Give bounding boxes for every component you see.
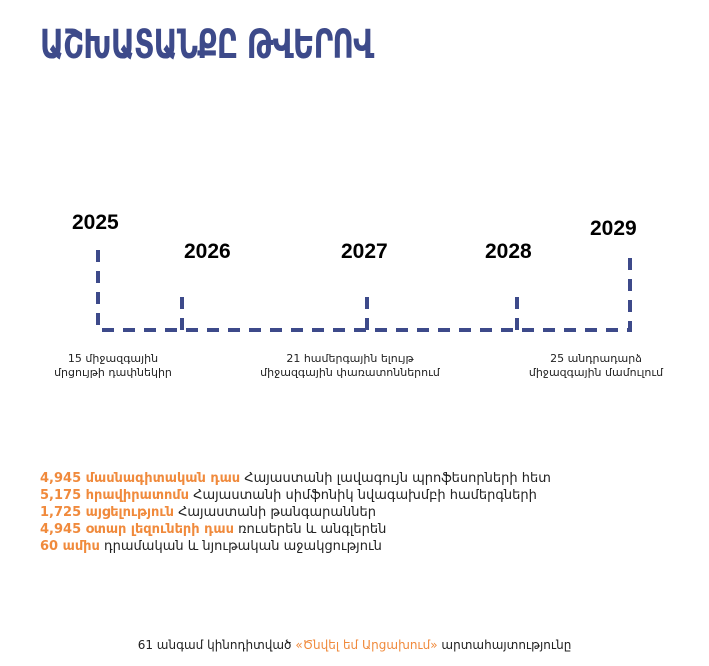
stats-list: 4,945 մասնագիտական դաս Հայաստանի լավագու… [40,470,551,555]
year-2029: 2029 [590,217,637,240]
stat-item: 1,725 այցելություն Հայաստանի թանգարաններ [40,504,551,521]
stat-text: Հայաստանի լավագույն պրոֆեսորների հետ [244,471,551,486]
footer-text: արտահայտությունը [441,638,572,652]
page-title: ԱՇԽԱՏԱՆՔԸ ԹՎԵՐՈՎ [40,22,374,68]
caption-line: միջազգային մամուլում [528,366,664,379]
year-2027: 2027 [341,240,388,263]
caption-line: միջազգային փառատոններում [260,366,440,379]
footer-note: 61 անգամ կինոդիտված «Ծնվել եմ Արցախում» … [0,638,709,652]
caption-line: 25 անդրադարձ [550,352,642,365]
stat-item: 5,175 հրավիրատոմս Հայաստանի սիմֆոնիկ նվա… [40,487,551,504]
stat-item: 4,945 օտար լեզուների դաս ռուսերեն և անգլ… [40,521,551,538]
stat-highlight: 1,725 այցելություն [40,505,174,520]
stat-item: 60 ամիս դրամական և նյութական աջակցությու… [40,538,551,555]
caption-2029: 25 անդրադարձ միջազգային մամուլում [496,352,696,380]
footer-highlight: «Ծնվել եմ Արցախում» [295,638,438,652]
caption-line: մրցույթի դափնեկիր [54,366,172,379]
caption-2027: 21 համերգային ելույթ միջազգային փառատոնն… [250,352,450,380]
caption-2025: 15 միջազգային մրցույթի դափնեկիր [13,352,213,380]
caption-line: 21 համերգային ելույթ [286,352,414,365]
stat-highlight: 60 ամիս [40,539,100,554]
stat-highlight: 4,945 մասնագիտական դաս [40,471,241,486]
year-2025: 2025 [72,211,119,234]
stat-text: Հայաստանի թանգարաններ [178,505,376,520]
stat-item: 4,945 մասնագիտական դաս Հայաստանի լավագու… [40,470,551,487]
caption-line: 15 միջազգային [67,352,159,365]
stat-highlight: 5,175 հրավիրատոմս [40,488,190,503]
stat-highlight: 4,945 օտար լեզուների դաս [40,522,234,537]
timeline-segment [96,250,632,332]
footer-text: 61 անգամ կինոդիտված [137,638,292,652]
stat-text: Հայաստանի սիմֆոնիկ նվագախմբի համերգների [193,488,537,503]
stat-text: ռուսերեն և անգլերեն [238,522,387,537]
year-2026: 2026 [184,240,231,263]
stat-text: դրամական և նյութական աջակցություն [104,539,382,554]
year-2028: 2028 [485,240,532,263]
